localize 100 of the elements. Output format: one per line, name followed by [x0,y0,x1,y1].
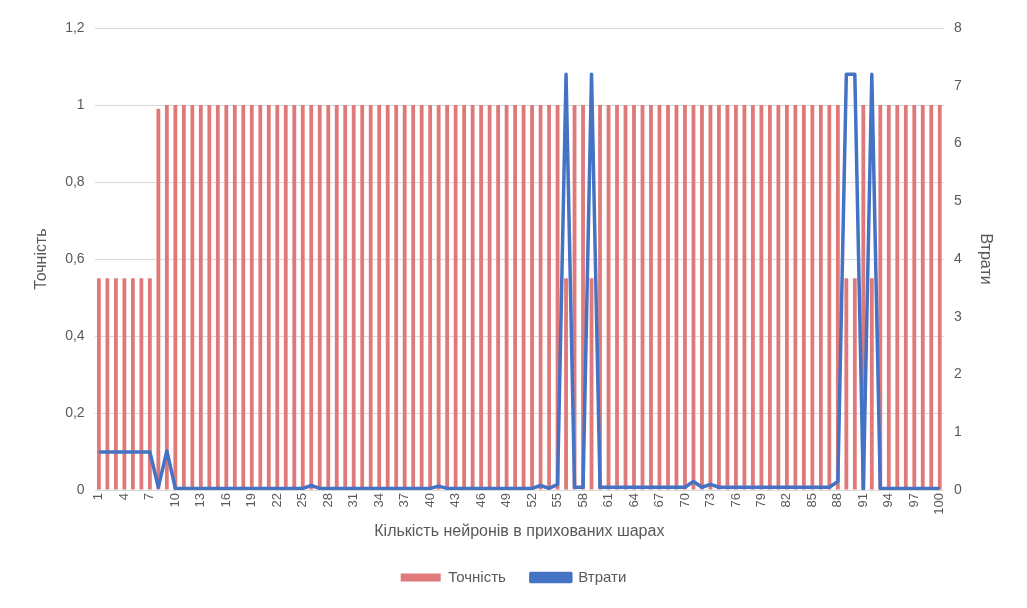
bar [377,105,382,490]
bar [844,278,849,490]
bar [215,105,220,490]
bar [266,105,271,490]
x-tick-label: 49 [498,493,514,508]
x-tick-label: 4 [115,493,131,501]
bar [759,105,764,490]
bar [801,105,806,490]
bar [895,105,900,490]
x-tick-label: 31 [345,493,361,508]
bar [334,105,339,490]
x-tick-label: 43 [447,493,463,508]
bar [283,105,288,490]
bar [385,105,390,490]
bar [784,105,789,490]
bar [326,105,331,490]
bar [436,105,441,490]
bar [164,105,169,490]
bar [632,105,636,490]
y-tick-label: 0,8 [65,172,85,189]
x-tick-label: 52 [523,493,539,508]
y2-tick-label: 7 [954,76,963,93]
x-tick-label: 1 [90,493,106,501]
x-tick-label: 55 [549,493,565,508]
bar [462,105,467,490]
bar [683,105,687,490]
bar [470,105,475,490]
x-tick-label: 70 [676,493,692,508]
y2-tick-label: 0 [954,480,963,497]
bar [105,278,110,490]
bar [122,278,127,490]
bar [198,105,203,490]
y-tick-label: 0 [76,480,85,497]
bar [181,105,186,490]
y2-axis-title: Втрати [977,233,995,285]
bar [343,105,348,490]
bar [241,105,246,490]
y-tick-label: 0,2 [65,403,85,420]
x-axis-title: Кількість нейронів в прихованих шарах [374,521,665,539]
y-tick-label: 0,4 [65,326,85,343]
bar [937,105,942,490]
x-tick-label: 82 [778,493,794,508]
bar [496,105,501,490]
x-tick-label: 7 [141,493,157,501]
bar [649,105,653,490]
y2-tick-label: 2 [954,365,963,382]
bar [368,105,373,490]
bar [530,105,534,490]
bar [130,278,135,490]
bar [487,105,492,490]
bar [351,105,356,490]
bar [275,105,280,490]
legend-label: Точність [448,567,506,585]
bar [419,105,424,490]
x-tick-label: 94 [880,493,896,508]
y2-tick-label: 8 [954,18,963,35]
x-tick-label: 85 [803,493,819,508]
bar [929,105,934,490]
bar [97,278,101,490]
bar [147,278,152,490]
x-tick-label: 100 [931,493,947,515]
legend-label: Втрати [578,567,627,585]
bar [258,105,263,490]
bar [139,278,144,490]
y-tick-label: 1 [76,95,85,112]
bar [207,105,212,490]
y2-tick-label: 5 [954,192,963,209]
x-tick-label: 46 [472,493,488,508]
bar [317,105,322,490]
x-tick-label: 13 [192,493,208,508]
y-axis-title: Точність [32,228,50,290]
bar [232,105,237,490]
x-tick-label: 64 [625,493,641,508]
x-tick-label: 25 [294,493,310,508]
bar [810,105,815,490]
x-tick-label: 88 [829,493,845,508]
x-tick-label: 34 [370,493,386,508]
bar [615,105,619,490]
bar [700,105,704,490]
bar [402,105,407,490]
bar [156,108,161,490]
bar [292,105,297,490]
bar [751,105,755,490]
x-tick-label: 76 [727,493,743,508]
bar [776,105,781,490]
x-tick-label: 16 [217,493,233,508]
bar [767,105,772,490]
y2-tick-label: 4 [954,249,963,266]
bar [513,105,517,490]
bar [309,105,314,490]
x-tick-label: 22 [268,493,284,508]
x-tick-label: 40 [421,493,437,508]
bar [793,105,798,490]
bar [428,105,433,490]
bar [411,105,416,490]
y2-tick-label: 6 [954,134,963,151]
bar [445,105,450,490]
bar [818,105,823,490]
x-tick-label: 28 [319,493,335,508]
y2-tick-label: 3 [954,307,963,324]
